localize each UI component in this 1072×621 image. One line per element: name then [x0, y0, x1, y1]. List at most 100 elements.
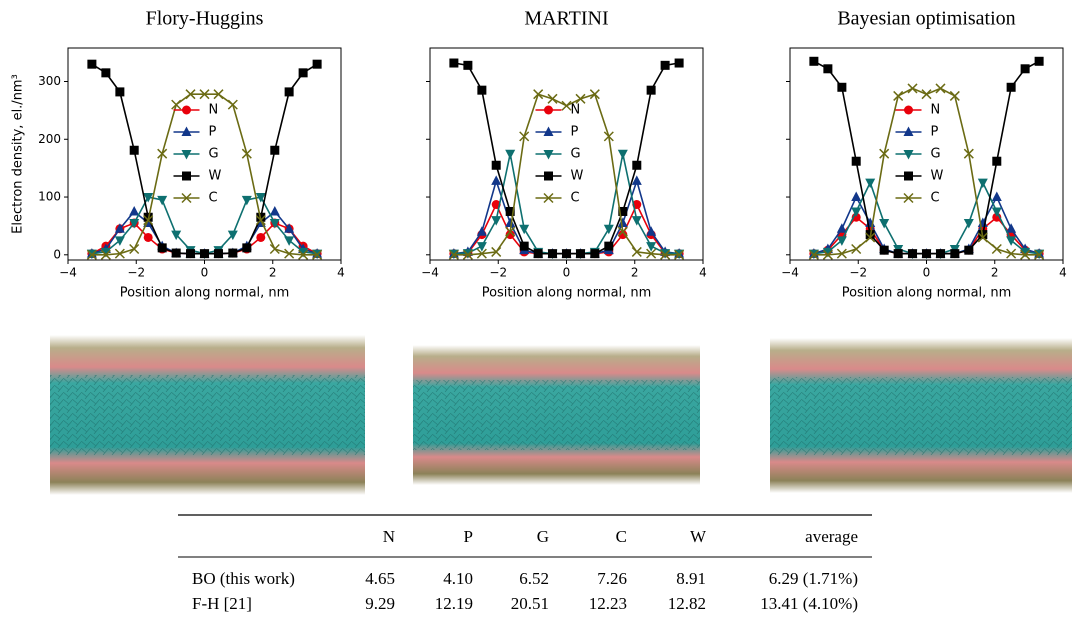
- table-cell: 4.10: [443, 569, 473, 588]
- marker: [893, 90, 904, 101]
- marker: [255, 193, 266, 203]
- plot-frame: [429, 47, 704, 261]
- row-label: BO (this work): [192, 569, 295, 588]
- marker: [1006, 248, 1017, 259]
- marker: [269, 243, 280, 255]
- marker: [977, 232, 988, 243]
- marker: [491, 216, 502, 226]
- series-line: [453, 62, 680, 255]
- marker: [505, 230, 515, 240]
- x-tick-label: 0: [563, 266, 571, 280]
- marker: [879, 148, 890, 159]
- column-header: C: [616, 527, 627, 546]
- series-line: [813, 195, 1040, 255]
- marker: [646, 242, 657, 252]
- legend-marker: [543, 126, 554, 136]
- column-header: G: [537, 527, 549, 546]
- table-cell: 20.51: [511, 594, 549, 613]
- legend-label: G: [209, 147, 219, 162]
- marker: [171, 248, 181, 258]
- plot-frame: [789, 47, 1064, 261]
- marker: [1034, 249, 1045, 260]
- y-tick-label: 200: [38, 132, 61, 146]
- marker: [269, 205, 280, 216]
- series-line: [453, 178, 680, 255]
- legend-label: C: [209, 191, 218, 206]
- legend-label: G: [571, 147, 581, 162]
- x-tick-label: −4: [421, 266, 439, 280]
- marker: [476, 248, 487, 259]
- marker: [575, 249, 585, 259]
- marker: [100, 249, 111, 260]
- marker: [562, 249, 571, 259]
- y-tick-label: 300: [38, 74, 61, 88]
- y-axis-label: Electron density, el./nm³: [11, 74, 26, 234]
- marker: [449, 58, 459, 68]
- marker: [448, 249, 459, 260]
- marker: [284, 248, 295, 259]
- series-line: [91, 63, 318, 255]
- legend-label: W: [931, 169, 944, 184]
- legend-label: G: [931, 147, 941, 162]
- marker: [256, 232, 266, 242]
- marker: [674, 249, 685, 260]
- marker: [604, 241, 614, 251]
- legend-marker: [903, 150, 914, 160]
- marker: [284, 223, 295, 233]
- marker: [837, 82, 847, 92]
- marker: [101, 68, 111, 78]
- table-cell: 4.65: [365, 569, 395, 588]
- membrane-renders: [50, 335, 1072, 495]
- x-tick-label: 4: [337, 266, 345, 280]
- x-tick-label: 2: [991, 266, 999, 280]
- marker: [157, 195, 168, 206]
- column-header: W: [690, 527, 707, 546]
- marker: [227, 230, 238, 241]
- marker: [519, 224, 530, 235]
- legend-label: C: [931, 191, 940, 206]
- marker: [590, 249, 600, 259]
- chart: Flory-Huggins −4 −2 0 2 4 0 100 200 300 Position a…: [11, 8, 345, 301]
- marker: [227, 99, 238, 110]
- marker: [143, 193, 154, 203]
- marker: [660, 249, 671, 260]
- marker: [157, 243, 167, 253]
- x-tick-label: −2: [849, 266, 867, 280]
- marker: [298, 247, 309, 258]
- marker: [491, 175, 502, 185]
- marker: [908, 249, 918, 259]
- marker: [213, 89, 224, 100]
- marker: [808, 249, 819, 260]
- legend-marker: [182, 105, 191, 115]
- marker: [114, 248, 125, 259]
- marker: [1020, 64, 1030, 74]
- marker: [269, 219, 280, 229]
- marker: [519, 131, 530, 142]
- marker: [533, 89, 544, 100]
- marker: [533, 249, 543, 259]
- marker: [964, 245, 974, 255]
- membrane-texture: [50, 375, 365, 455]
- marker: [646, 226, 657, 236]
- marker: [991, 207, 1002, 217]
- marker: [618, 230, 628, 240]
- plot-frame: [67, 47, 342, 261]
- chart-title: Flory-Huggins: [146, 8, 264, 30]
- marker: [228, 248, 238, 258]
- marker: [617, 226, 628, 237]
- marker: [129, 219, 140, 229]
- chart: MARTINI −4 −2 0 2 4 Position along normal, nm N…: [421, 8, 707, 301]
- x-tick-label: 0: [201, 266, 209, 280]
- marker: [86, 249, 97, 260]
- marker: [129, 145, 139, 155]
- legend-label: N: [571, 103, 581, 118]
- marker: [963, 148, 974, 159]
- x-tick-label: −2: [127, 266, 145, 280]
- table-cell: 6.52: [519, 569, 549, 588]
- marker: [284, 236, 295, 246]
- marker: [143, 215, 154, 226]
- legend-label: N: [209, 103, 219, 118]
- table-cell: 13.41 (4.10%): [760, 594, 858, 613]
- marker: [114, 223, 125, 233]
- legend-marker: [903, 192, 914, 204]
